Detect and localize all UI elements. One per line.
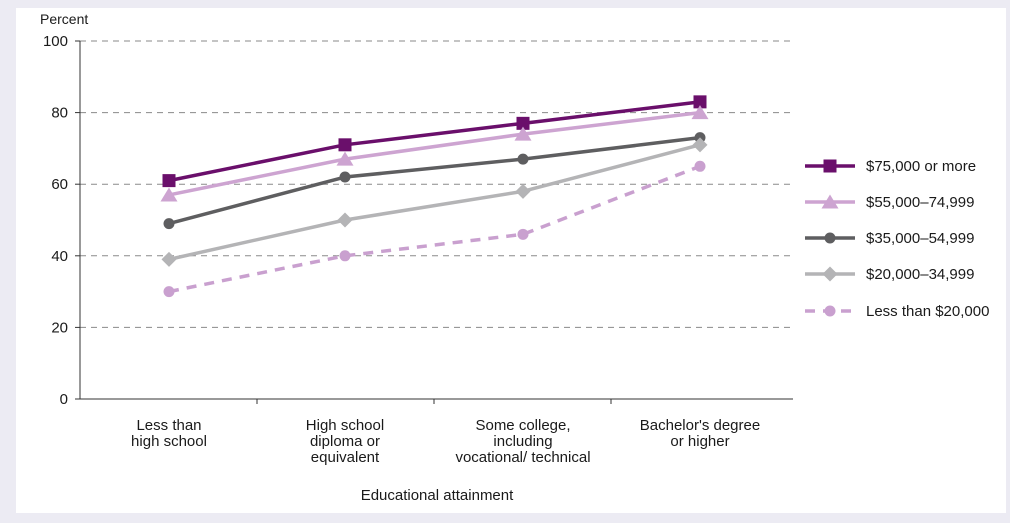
- legend-label: $20,000–34,999: [866, 266, 974, 283]
- data-point-marker: [337, 212, 353, 228]
- series-3: [161, 137, 708, 267]
- y-tick-label: 0: [60, 391, 68, 408]
- data-point-marker: [339, 250, 351, 262]
- x-tick-label: Less than high school: [131, 417, 207, 450]
- legend: $75,000 or more $55,000–74,999 $35,000–54,…: [805, 158, 989, 320]
- data-point-marker: [691, 105, 709, 120]
- y-tick-label: 40: [51, 248, 68, 265]
- y-tick-labels: 0 20 40 60 80 100: [43, 33, 68, 408]
- x-tick-label-line: high school: [131, 433, 207, 450]
- x-tick-labels: Less than high school High school diploma o…: [131, 417, 760, 466]
- data-point-marker: [693, 95, 707, 109]
- x-tick-label-line: diploma or: [310, 433, 380, 450]
- series-line: [168, 143, 701, 262]
- legend-label: Less than $20,000: [866, 303, 989, 320]
- data-point-marker: [162, 174, 176, 188]
- data-point-marker: [692, 137, 708, 153]
- x-tick-label-line: High school: [306, 417, 384, 434]
- y-tick-label: 60: [51, 176, 68, 193]
- x-tick-label-line: or higher: [670, 433, 729, 450]
- data-point-marker: [161, 251, 177, 267]
- legend-item: $20,000–34,999: [805, 266, 974, 283]
- data-point-marker: [163, 218, 175, 230]
- x-tick-label: High school diploma or equivalent: [306, 417, 384, 466]
- y-tick-label: 80: [51, 105, 68, 122]
- series-line: [168, 110, 701, 197]
- series-2: [163, 132, 706, 230]
- data-point-marker: [339, 171, 351, 183]
- x-tick-label-line: including: [493, 433, 552, 450]
- series-line: [168, 100, 701, 183]
- x-tick-label-line: equivalent: [311, 449, 380, 466]
- data-point-marker: [823, 159, 837, 173]
- data-point-marker: [517, 153, 529, 165]
- legend-label: $75,000 or more: [866, 158, 976, 175]
- x-tick-label-line: vocational/ technical: [455, 449, 590, 466]
- series-line: [168, 164, 701, 294]
- series-line: [168, 135, 701, 226]
- legend-item: $75,000 or more: [805, 158, 976, 175]
- legend-item: Less than $20,000: [805, 303, 989, 320]
- series-lines: [160, 95, 709, 298]
- y-axis-label: Percent: [40, 11, 88, 27]
- x-tick-label-line: Some college,: [475, 417, 570, 434]
- series-4: [163, 160, 706, 298]
- data-point-marker: [163, 286, 175, 298]
- data-point-marker: [517, 228, 529, 240]
- y-tick-label: 100: [43, 33, 68, 50]
- series-1: [160, 105, 709, 202]
- plot-panel: [16, 8, 1006, 513]
- data-point-marker: [821, 194, 839, 209]
- x-axis-label: Educational attainment: [361, 487, 514, 504]
- x-tick-label: Bachelor's degree or higher: [640, 417, 760, 450]
- data-point-marker: [160, 187, 178, 202]
- axes: [75, 40, 793, 404]
- data-point-marker: [336, 151, 354, 166]
- data-point-marker: [824, 232, 836, 244]
- data-point-marker: [515, 183, 531, 199]
- series-0: [162, 95, 707, 188]
- data-point-marker: [516, 116, 530, 130]
- data-point-marker: [822, 266, 838, 282]
- legend-item: $35,000–54,999: [805, 230, 974, 247]
- legend-item: $55,000–74,999: [805, 194, 974, 211]
- legend-label: $35,000–54,999: [866, 230, 974, 247]
- x-tick-label-line: Less than: [136, 417, 201, 434]
- x-tick-label: Some college, including vocational/ techni…: [455, 417, 590, 466]
- gridlines: [80, 40, 793, 328]
- x-tick-label-line: Bachelor's degree: [640, 417, 760, 434]
- y-tick-label: 20: [51, 319, 68, 336]
- data-point-marker: [694, 160, 706, 172]
- data-point-marker: [514, 126, 532, 141]
- data-point-marker: [824, 305, 836, 317]
- data-point-marker: [338, 138, 352, 152]
- legend-label: $55,000–74,999: [866, 194, 974, 211]
